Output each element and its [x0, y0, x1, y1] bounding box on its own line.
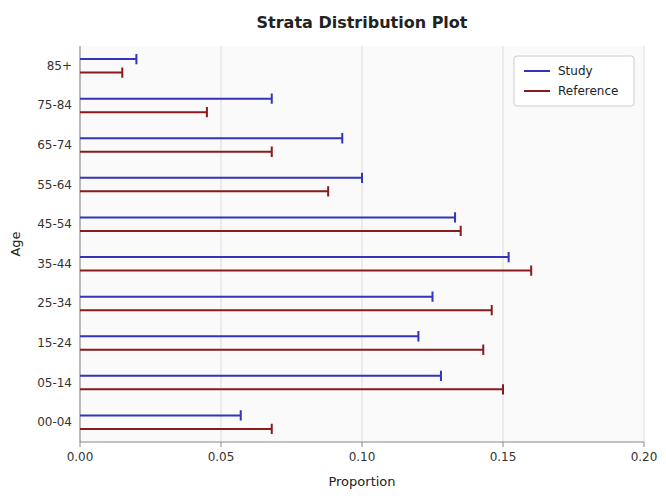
bar-line: [80, 305, 492, 315]
bar-line: [80, 371, 441, 381]
bar-line: [80, 173, 362, 183]
plot-area: [80, 46, 644, 442]
category-label: 05-14: [37, 376, 72, 390]
tick-label: 0.15: [490, 450, 517, 464]
bar-line: [80, 226, 461, 236]
series: [80, 54, 509, 421]
title: Strata Distribution Plot: [257, 13, 468, 32]
y-axis-title: Age: [8, 231, 23, 256]
grid-line: [644, 46, 645, 442]
legend-label: Reference: [558, 84, 618, 98]
category-axis-labels: 85+ 75-84 65-74 55-64 45-54 35-44 25-34 15-24 05…: [37, 59, 72, 429]
category-label: 65-74: [37, 138, 72, 152]
legend-swatch: [524, 90, 550, 92]
category-label: 35-44: [37, 257, 72, 271]
tick-mark: [221, 442, 222, 447]
chart: 0.00 0.05 0.10 0.15 0.20 85+ 75-84 65-74 55-64 45…: [0, 0, 666, 500]
bar-line: [80, 331, 418, 341]
bar-line: [80, 265, 531, 275]
tick-mark: [362, 442, 363, 447]
bar-line: [80, 212, 455, 222]
category-label: 45-54: [37, 217, 72, 231]
tick-mark: [80, 442, 81, 447]
bar-line: [80, 186, 328, 196]
category-label: 55-64: [37, 178, 72, 192]
tick-mark: [503, 442, 504, 447]
tick-mark: [644, 442, 645, 447]
bar-line: [80, 54, 136, 64]
category-label: 15-24: [37, 336, 72, 350]
tick-label: 0.05: [208, 450, 235, 464]
grid-line: [503, 46, 504, 442]
bar-line: [80, 410, 241, 420]
tick-label: 0.20: [631, 450, 658, 464]
bar-line: [80, 67, 122, 77]
bar-line: [80, 345, 483, 355]
x-axis-title: Proportion: [328, 474, 395, 489]
legend-label: Study: [558, 64, 593, 78]
legend-box: [514, 56, 634, 106]
marks: [80, 54, 531, 434]
grid: [80, 46, 644, 442]
category-label: 85+: [47, 59, 72, 73]
bar-line: [80, 292, 433, 302]
y-axis-line: [80, 46, 81, 442]
category-label: 75-84: [37, 98, 72, 112]
category-label: 00-04: [37, 415, 72, 429]
grid-line: [221, 46, 222, 442]
tick-label: 0.10: [349, 450, 376, 464]
category-label: 25-34: [37, 296, 72, 310]
x-axis-line: [80, 442, 644, 443]
bar-line: [80, 133, 342, 143]
grid-line: [80, 46, 81, 442]
bar-line: [80, 252, 509, 262]
legend: Study Reference: [514, 56, 634, 106]
series: [80, 67, 531, 434]
tick-label: 0.00: [67, 450, 94, 464]
bar-line: [80, 384, 503, 394]
bar-line: [80, 107, 207, 117]
grid-line: [362, 46, 363, 442]
bar-line: [80, 424, 272, 434]
value-axis-ticks: 0.00 0.05 0.10 0.15 0.20: [67, 442, 658, 464]
bar-line: [80, 147, 272, 157]
bar-line: [80, 94, 272, 104]
legend-swatch: [524, 70, 550, 72]
